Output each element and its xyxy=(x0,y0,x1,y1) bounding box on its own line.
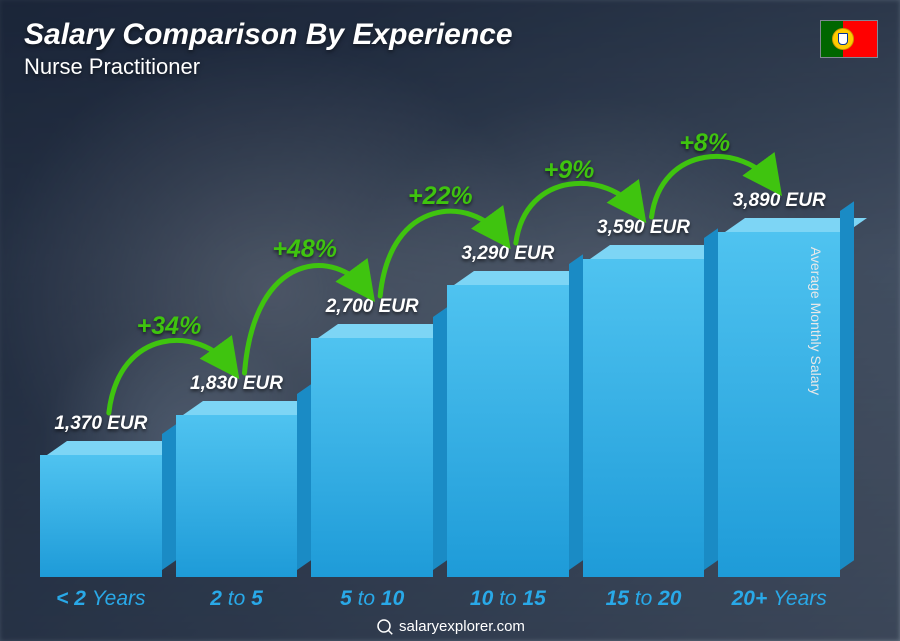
footer-text: salaryexplorer.com xyxy=(399,618,525,635)
bar-chart: 1,370 EUR 1,830 EUR 2,700 EUR 3,290 EUR 3,59… xyxy=(40,107,840,577)
chart-subtitle: Nurse Practitioner xyxy=(24,54,513,80)
x-label-4: 15 to 20 xyxy=(583,587,705,611)
bar-value-label: 3,290 EUR xyxy=(461,243,554,265)
bar-value-label: 3,890 EUR xyxy=(733,190,826,212)
x-label-5: 20+ Years xyxy=(718,587,840,611)
footer-logo-icon xyxy=(375,617,393,635)
bar-3d xyxy=(583,245,705,577)
bar-front-face xyxy=(583,259,705,577)
bar-front-face xyxy=(447,285,569,577)
x-label-2: 5 to 10 xyxy=(311,587,433,611)
x-axis-labels: < 2 Years 2 to 5 5 to 10 10 to 15 15 to 20 20… xyxy=(40,587,840,611)
bar-3d xyxy=(40,441,162,577)
chart-header: Salary Comparison By Experience Nurse Pr… xyxy=(24,18,513,80)
bar-side-face xyxy=(840,201,854,570)
bar-front-face xyxy=(40,455,162,577)
bar-3: 3,290 EUR xyxy=(447,243,569,577)
x-label-3: 10 to 15 xyxy=(447,587,569,611)
bar-front-face xyxy=(311,338,433,577)
bar-3d xyxy=(311,324,433,577)
footer: salaryexplorer.com xyxy=(0,617,900,635)
flag-shield xyxy=(838,33,848,45)
bar-side-face xyxy=(433,307,447,570)
bar-value-label: 1,830 EUR xyxy=(190,373,283,395)
bar-3d xyxy=(176,401,298,577)
bar-0: 1,370 EUR xyxy=(40,413,162,577)
x-label-0: < 2 Years xyxy=(40,587,162,611)
y-axis-label: Average Monthly Salary xyxy=(808,246,824,394)
bar-side-face xyxy=(569,254,583,570)
bar-value-label: 2,700 EUR xyxy=(326,296,419,318)
bar-1: 1,830 EUR xyxy=(176,373,298,577)
bar-3d xyxy=(447,271,569,577)
country-flag-portugal xyxy=(820,20,878,58)
bar-value-label: 3,590 EUR xyxy=(597,217,690,239)
bar-value-label: 1,370 EUR xyxy=(54,413,147,435)
x-label-1: 2 to 5 xyxy=(176,587,298,611)
bar-2: 2,700 EUR xyxy=(311,296,433,577)
chart-title: Salary Comparison By Experience xyxy=(24,18,513,52)
bar-side-face xyxy=(162,424,176,570)
bar-side-face xyxy=(297,384,311,570)
bar-side-face xyxy=(704,228,718,570)
bar-4: 3,590 EUR xyxy=(583,217,705,577)
bar-front-face xyxy=(176,415,298,577)
